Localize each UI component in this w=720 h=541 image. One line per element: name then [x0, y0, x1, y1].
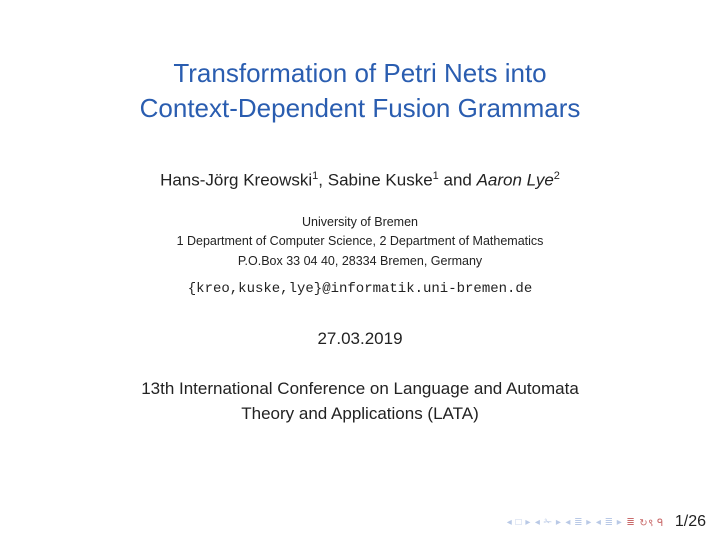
- nav-outline-icon[interactable]: ≣: [625, 517, 636, 528]
- affiliation-block: University of Bremen 1 Department of Com…: [50, 213, 670, 271]
- affil-part-1: Department of Computer Science,: [184, 234, 380, 248]
- conf-line-2: Theory and Applications (LATA): [241, 404, 479, 423]
- author-3-sup: 2: [554, 170, 560, 182]
- nav-search-icon[interactable]: ↻९ ᑫ: [638, 515, 665, 529]
- affil-sup-1: 1: [177, 234, 184, 248]
- title-line-2: Context-Dependent Fusion Grammars: [140, 93, 581, 123]
- slide-title: Transformation of Petri Nets into Contex…: [50, 56, 670, 126]
- author-1: Hans-Jörg Kreowski: [160, 171, 312, 190]
- nav-prev-icon[interactable]: ◂ ✁ ▸: [534, 517, 562, 528]
- conf-line-1: 13th International Conference on Languag…: [141, 379, 579, 398]
- author-3: Aaron Lye: [477, 171, 554, 190]
- affil-line-1: University of Bremen: [302, 215, 418, 229]
- nav-first-icon[interactable]: ◂ □ ▸: [506, 517, 532, 528]
- page-number: 1/26: [675, 513, 706, 531]
- author-2: Sabine Kuske: [328, 171, 433, 190]
- email-line: {kreo,kuske,lye}@informatik.uni-bremen.d…: [50, 281, 670, 297]
- affil-line-3: P.O.Box 33 04 40, 28334 Bremen, Germany: [238, 254, 482, 268]
- slide-title-page: Transformation of Petri Nets into Contex…: [0, 0, 720, 541]
- nav-back-subsection-icon[interactable]: ◂ ≣ ▸: [564, 517, 592, 528]
- authors-line: Hans-Jörg Kreowski1, Sabine Kuske1 and A…: [50, 170, 670, 191]
- beamer-nav-icons: ◂ □ ▸ ◂ ✁ ▸ ◂ ≣ ▸ ◂ ≣ ▸ ≣ ↻९ ᑫ: [506, 515, 665, 529]
- slide-footer: ◂ □ ▸ ◂ ✁ ▸ ◂ ≣ ▸ ◂ ≣ ▸ ≣ ↻९ ᑫ 1/26: [506, 513, 706, 531]
- affil-part-2: Department of Mathematics: [386, 234, 543, 248]
- conference-block: 13th International Conference on Languag…: [50, 377, 670, 426]
- author-sep-1: ,: [318, 171, 327, 190]
- author-sep-2: and: [439, 171, 477, 190]
- title-line-1: Transformation of Petri Nets into: [173, 58, 546, 88]
- nav-fwd-subsection-icon[interactable]: ◂ ≣ ▸: [595, 517, 623, 528]
- date-line: 27.03.2019: [50, 329, 670, 349]
